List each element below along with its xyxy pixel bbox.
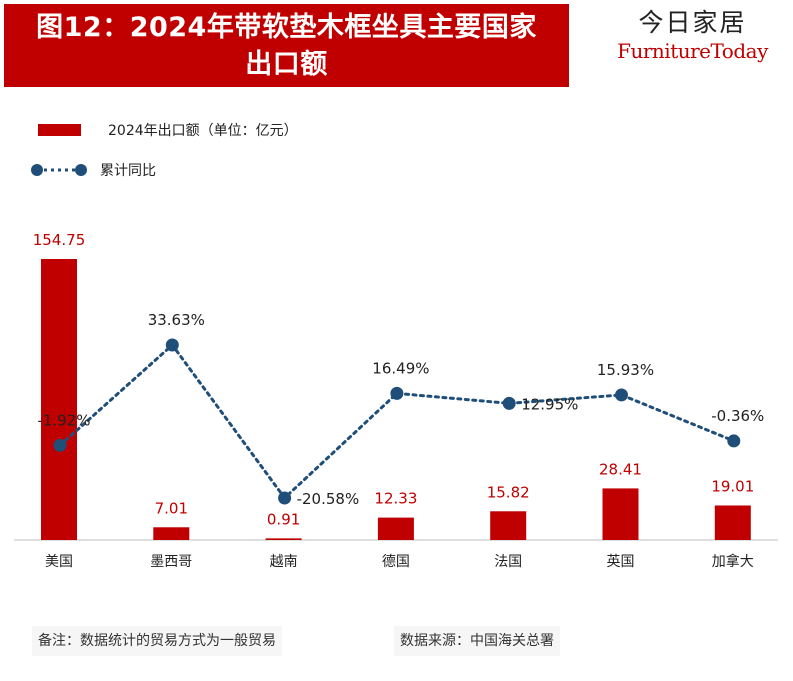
yoy-point (165, 338, 179, 352)
bar-value-label: 15.82 (487, 483, 530, 501)
bar-3 (377, 517, 414, 540)
yoy-point (727, 434, 741, 448)
yoy-value-label: 12.95% (521, 395, 578, 413)
x-tick-label: 加拿大 (712, 553, 754, 570)
yoy-point (390, 386, 404, 400)
bar-5 (602, 488, 639, 540)
bar-value-label: 154.75 (33, 231, 86, 249)
brand-logo-cn: 今日家居 (638, 8, 747, 37)
bar-value-label: 19.01 (711, 477, 754, 495)
title-line-2: 出口额 (245, 48, 328, 80)
x-tick-label: 越南 (270, 554, 298, 570)
yoy-value-label: 15.93% (597, 361, 654, 379)
yoy-value-label: -1.92% (37, 411, 90, 429)
yoy-point (53, 438, 67, 452)
bar-0 (41, 259, 77, 540)
x-tick-label: 法国 (494, 554, 522, 570)
yoy-point (615, 388, 628, 402)
legend-label-yoy: 累计同比 (100, 163, 156, 179)
yoy-point (502, 396, 516, 410)
footnote-trade-method: 备注：数据统计的贸易方式为一般贸易 (32, 626, 282, 656)
bar-4 (490, 511, 527, 540)
yoy-value-label: -20.58% (297, 490, 360, 508)
footnote-data-source: 数据来源：中国海关总署 (394, 626, 560, 656)
yoy-value-label: 16.49% (372, 359, 429, 377)
title-banner: 图12：2024年带软垫木框坐具主要国家 出口额 (4, 4, 569, 87)
legend-item-export-value: 2024年出口额（单位：亿元） (30, 118, 298, 142)
bar-1 (153, 527, 190, 540)
x-tick-label: 墨西哥 (150, 554, 192, 570)
chart-legend: 2024年出口额（单位：亿元） 累计同比 (30, 118, 298, 198)
legend-swatch-line (31, 164, 87, 176)
legend-item-yoy: 累计同比 (30, 158, 298, 182)
title-line-1: 图12：2024年带软垫木框坐具主要国家 (36, 11, 537, 43)
yoy-point (278, 491, 292, 505)
bar-value-label: 7.01 (155, 499, 188, 517)
yoy-value-label: -0.36% (711, 407, 764, 425)
x-tick-label: 美国 (45, 554, 73, 570)
brand-logo: 今日家居 FurnitureToday (600, 8, 785, 64)
bar-value-label: 0.91 (267, 510, 300, 528)
legend-label-export-value: 2024年出口额（单位：亿元） (108, 123, 298, 139)
yoy-value-label: 33.63% (148, 311, 205, 329)
bar-6 (714, 505, 751, 540)
x-tick-label: 英国 (607, 553, 635, 570)
bar-2 (265, 538, 302, 540)
brand-logo-en: FurnitureToday (617, 39, 768, 63)
legend-swatch-bar (38, 124, 81, 136)
bar-value-label: 28.41 (599, 460, 642, 478)
bar-value-label: 12.33 (374, 490, 417, 508)
x-tick-label: 德国 (382, 554, 410, 570)
